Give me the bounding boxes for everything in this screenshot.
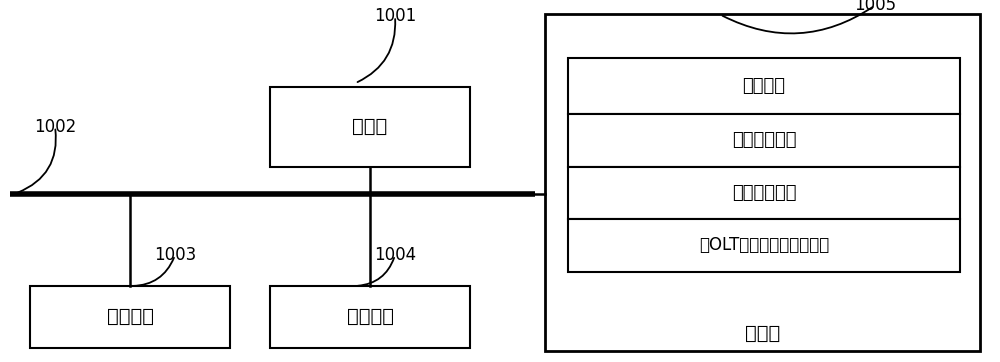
Text: 1004: 1004 [374, 246, 416, 264]
Text: 存储器: 存储器 [745, 324, 780, 342]
Text: 用户接口模块: 用户接口模块 [732, 184, 796, 202]
Bar [270, 87, 470, 167]
Text: 网络通信模块: 网络通信模块 [732, 131, 796, 149]
Bar [30, 286, 230, 348]
Bar [568, 114, 960, 167]
Text: 网络接口: 网络接口 [347, 307, 394, 326]
Text: 1002: 1002 [34, 118, 76, 136]
Bar [545, 14, 980, 351]
Text: 跨OLT切片的频道访问程序: 跨OLT切片的频道访问程序 [699, 236, 829, 254]
Text: 操作系统: 操作系统 [742, 77, 786, 95]
Text: 1003: 1003 [154, 246, 196, 264]
Text: 处理器: 处理器 [352, 117, 388, 136]
Text: 1005: 1005 [854, 0, 896, 14]
Bar [568, 167, 960, 219]
Text: 用户接口: 用户接口 [106, 307, 154, 326]
Bar [270, 286, 470, 348]
Bar [568, 58, 960, 114]
Bar [568, 219, 960, 272]
Text: 1001: 1001 [374, 7, 416, 25]
